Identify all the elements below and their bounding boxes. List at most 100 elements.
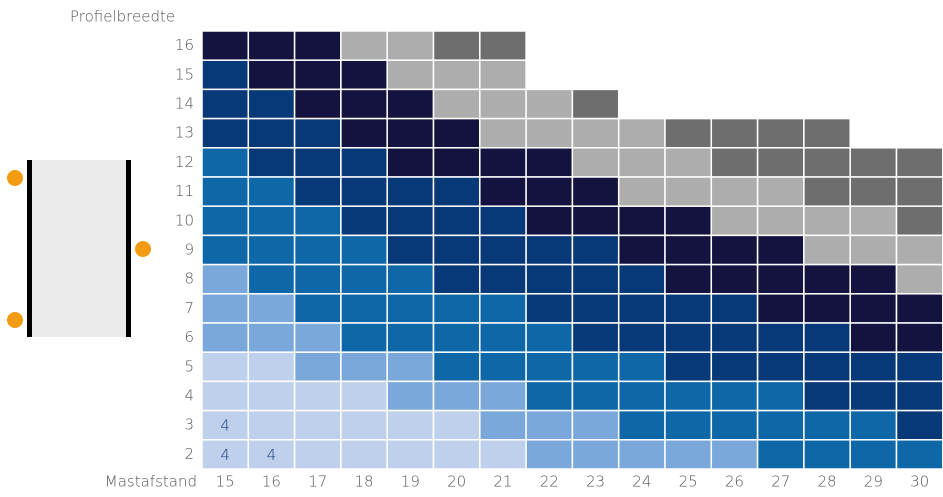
cell: [479, 117, 527, 149]
cell: [247, 88, 296, 120]
cell: [293, 351, 342, 383]
y-tick-label: 5: [184, 357, 194, 375]
cell: [247, 30, 296, 61]
cell: [432, 30, 481, 61]
y-tick-label: 12: [175, 153, 194, 171]
cell: [617, 117, 666, 149]
cell: [525, 409, 574, 441]
cell: [756, 380, 805, 412]
cell: [432, 409, 481, 441]
cell: [479, 30, 527, 61]
cell: [340, 293, 388, 324]
x-tick-label: 24: [632, 473, 651, 491]
y-tick-label: 2: [184, 445, 194, 463]
cell: [525, 351, 574, 383]
cell: [849, 234, 898, 266]
cell: [664, 322, 713, 353]
cell: [293, 409, 342, 441]
cell: [617, 176, 666, 207]
cell: [201, 322, 250, 353]
cell: [571, 147, 620, 178]
post: [27, 160, 32, 337]
cell: [756, 322, 805, 353]
cell: [247, 351, 296, 383]
cell: [756, 234, 805, 266]
cell: [247, 439, 296, 470]
cell: [340, 88, 388, 120]
cell: [201, 88, 250, 120]
cell: [479, 147, 527, 178]
cell: [247, 59, 296, 91]
x-tick-label: 30: [910, 473, 929, 491]
cell: [895, 409, 943, 441]
cell: [525, 234, 574, 266]
cell: [201, 439, 250, 470]
cell: [710, 322, 759, 353]
cell: [849, 176, 898, 207]
cell: [664, 205, 713, 237]
cell: [479, 176, 527, 207]
cell: [803, 439, 851, 470]
cell: [664, 147, 713, 178]
cell: [201, 117, 250, 149]
cell: [617, 351, 666, 383]
cell: [571, 351, 620, 383]
x-tick-label: 25: [679, 473, 698, 491]
cell: [293, 88, 342, 120]
cell: [386, 351, 435, 383]
cell: [479, 293, 527, 324]
x-tick-label: 20: [447, 473, 466, 491]
cell: [293, 176, 342, 207]
cell: [803, 322, 851, 353]
cell: [617, 439, 666, 470]
point: [7, 170, 23, 186]
cell: [340, 380, 388, 412]
x-tick-label: 26: [725, 473, 744, 491]
cell: [340, 322, 388, 353]
cell: [201, 147, 250, 178]
cell: [293, 322, 342, 353]
cell: [756, 147, 805, 178]
cell: [525, 205, 574, 237]
cell: [340, 147, 388, 178]
cell: [895, 293, 943, 324]
cell: [201, 263, 250, 295]
cell: [664, 293, 713, 324]
cell: [664, 380, 713, 412]
cell: [664, 263, 713, 295]
cell: [432, 322, 481, 353]
y-tick-label: 7: [184, 299, 194, 317]
x-tick-label: 15: [216, 473, 235, 491]
cell: [756, 351, 805, 383]
y-tick-label: 10: [175, 211, 194, 229]
cell: [895, 380, 943, 412]
cell: [247, 234, 296, 266]
cell: [664, 117, 713, 149]
cell: [340, 351, 388, 383]
cell: [386, 439, 435, 470]
cell: [432, 234, 481, 266]
cell: [756, 205, 805, 237]
cell: [710, 439, 759, 470]
cell: [340, 30, 388, 61]
cell: [479, 322, 527, 353]
cell: [710, 351, 759, 383]
cell: [617, 234, 666, 266]
cell: [432, 176, 481, 207]
cell: [895, 147, 943, 178]
cell: [849, 380, 898, 412]
y-tick-label: 15: [175, 65, 194, 83]
cell: [710, 409, 759, 441]
cell: [664, 351, 713, 383]
cell: [432, 293, 481, 324]
cell: [617, 147, 666, 178]
cell: [432, 205, 481, 237]
cell: [710, 293, 759, 324]
cell: [525, 380, 574, 412]
cell: [664, 234, 713, 266]
x-tick-label: 23: [586, 473, 605, 491]
cell: [201, 380, 250, 412]
cell: [247, 380, 296, 412]
cell: [293, 147, 342, 178]
cell: [386, 147, 435, 178]
